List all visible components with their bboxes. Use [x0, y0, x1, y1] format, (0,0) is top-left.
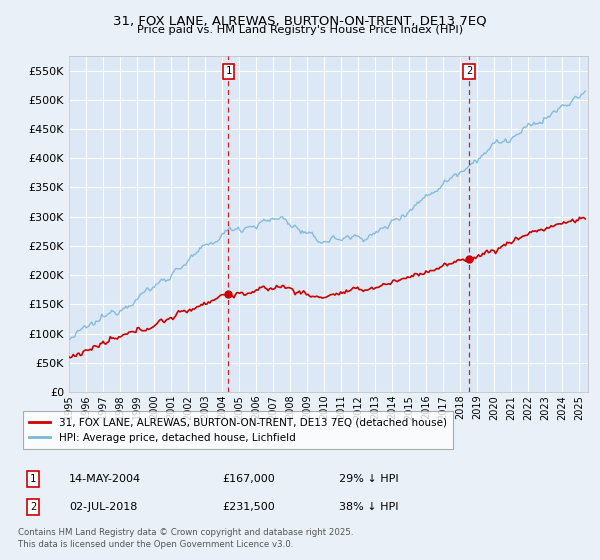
Text: 2: 2: [466, 66, 472, 76]
Text: £231,500: £231,500: [222, 502, 275, 512]
Text: 1: 1: [226, 66, 232, 76]
Text: 02-JUL-2018: 02-JUL-2018: [69, 502, 137, 512]
Text: 38% ↓ HPI: 38% ↓ HPI: [339, 502, 398, 512]
Text: Contains HM Land Registry data © Crown copyright and database right 2025.
This d: Contains HM Land Registry data © Crown c…: [18, 528, 353, 549]
Legend: 31, FOX LANE, ALREWAS, BURTON-ON-TRENT, DE13 7EQ (detached house), HPI: Average : 31, FOX LANE, ALREWAS, BURTON-ON-TRENT, …: [23, 411, 453, 449]
Text: Price paid vs. HM Land Registry's House Price Index (HPI): Price paid vs. HM Land Registry's House …: [137, 25, 463, 35]
Text: 1: 1: [30, 474, 36, 484]
Text: £167,000: £167,000: [222, 474, 275, 484]
Text: 14-MAY-2004: 14-MAY-2004: [69, 474, 141, 484]
Text: 29% ↓ HPI: 29% ↓ HPI: [339, 474, 398, 484]
Text: 31, FOX LANE, ALREWAS, BURTON-ON-TRENT, DE13 7EQ: 31, FOX LANE, ALREWAS, BURTON-ON-TRENT, …: [113, 14, 487, 27]
Text: 2: 2: [30, 502, 36, 512]
